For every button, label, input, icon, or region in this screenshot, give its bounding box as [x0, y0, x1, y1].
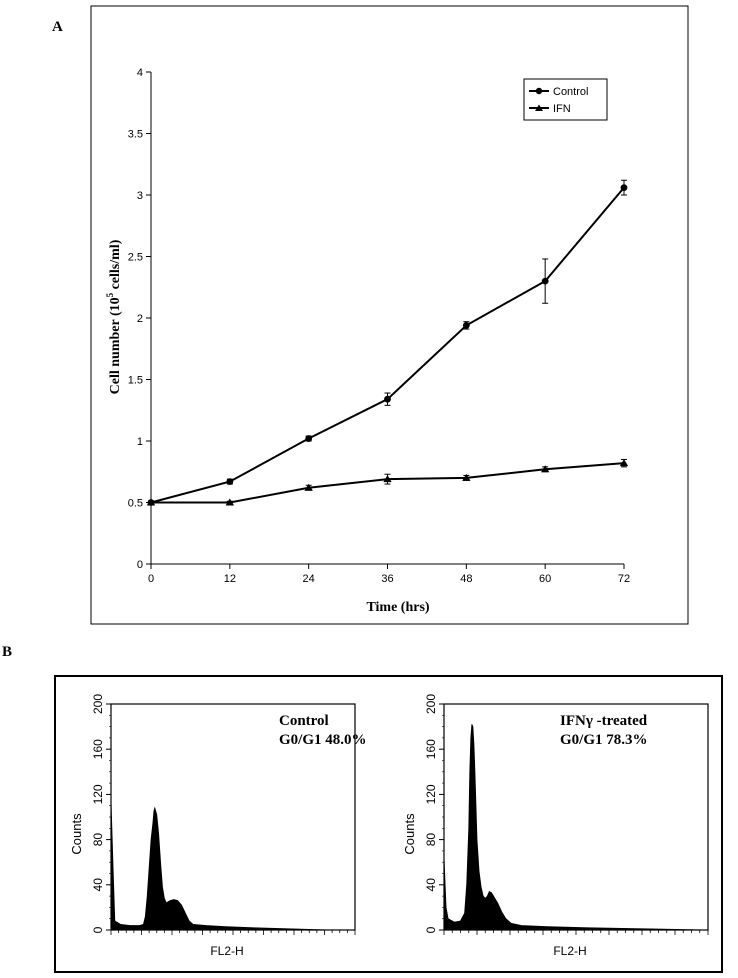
- control-data-point: [462, 321, 470, 329]
- panel-b-label: B: [2, 644, 12, 660]
- y-tick-label: 0: [137, 559, 143, 571]
- y-tick-label: 80: [91, 833, 105, 847]
- x-axis-title: Time (hrs): [366, 600, 429, 615]
- histogram-area: [443, 724, 709, 931]
- ifn-data-point: [540, 465, 550, 473]
- legend-control-label: Control: [553, 86, 588, 98]
- control-annotation-title: Control: [279, 713, 329, 729]
- y-tick-label: 3: [137, 190, 143, 202]
- control-data-point: [226, 478, 234, 485]
- legend-ifn-marker: [535, 104, 543, 111]
- y-tick-label: 80: [424, 833, 438, 847]
- y-tick-label: 120: [424, 784, 438, 804]
- control-data-point: [384, 395, 391, 403]
- control-data-point: [620, 184, 628, 192]
- y-tick-label: 40: [91, 878, 105, 892]
- control-series-line: [150, 186, 625, 504]
- panel-b-frame: [54, 675, 723, 973]
- y-tick-label: 40: [424, 878, 438, 892]
- y-tick-label: 160: [424, 739, 438, 759]
- y-tick-label: 1: [137, 436, 143, 448]
- y-axis-title-main: Cell number (10: [108, 297, 123, 394]
- y-tick-label: 2.5: [128, 252, 143, 264]
- x-tick-label: 48: [460, 573, 472, 585]
- control-annotation-percent: G0/G1 48.0%: [279, 732, 367, 748]
- panel-a-label: A: [52, 19, 63, 35]
- legend-control-marker: [535, 87, 543, 95]
- y-tick-label: 4: [137, 67, 143, 79]
- ifn-data-point: [619, 459, 629, 467]
- histogram-y-label: Counts: [402, 813, 417, 855]
- y-tick-label: 0: [91, 926, 105, 933]
- ifn-data-point: [304, 483, 313, 491]
- ifn-data-point: [462, 473, 471, 481]
- histogram-x-label: FL2-H: [553, 944, 586, 958]
- x-tick-label: 0: [148, 573, 154, 585]
- x-tick-label: 24: [303, 573, 315, 585]
- ifn-treated-histogram: 0 40 80 120 160 200 Counts FL2-H: [402, 694, 709, 958]
- ifn-data-point: [225, 498, 235, 506]
- y-tick-label: 200: [91, 694, 105, 714]
- legend-ifn-label: IFN: [553, 103, 571, 115]
- panel-a-frame: [90, 5, 689, 625]
- ifn-data-point: [383, 475, 392, 483]
- ifn-data-point: [146, 498, 156, 506]
- cell-growth-line-chart: 0 0.5 1 1.5 2 2.5 3 3.5 4 0 12 24 36 48 60 72: [128, 67, 630, 585]
- ifn-annotation-percent: G0/G1 78.3%: [560, 732, 648, 748]
- x-tick-label: 72: [618, 573, 630, 585]
- y-axis-title-sup: 5: [105, 292, 115, 297]
- y-tick-label: 200: [424, 694, 438, 714]
- y-tick-label: 120: [91, 784, 105, 804]
- y-tick-label: 3.5: [128, 129, 143, 141]
- histogram-y-label: Counts: [69, 813, 84, 855]
- y-axis-title-tail: cells/ml): [108, 239, 123, 293]
- control-histogram: 0 40 80 120 160 200 Counts FL2-H: [69, 694, 356, 958]
- y-tick-label: 1.5: [128, 375, 143, 387]
- y-axis-title: Cell number (105 cells/ml): [105, 239, 123, 394]
- chart-legend: Control IFN: [523, 78, 608, 121]
- legend-box: [523, 78, 608, 121]
- x-tick-label: 36: [381, 573, 393, 585]
- y-tick-label: 0: [424, 926, 438, 933]
- y-tick-label: 2: [137, 313, 143, 325]
- histogram-x-label: FL2-H: [210, 944, 243, 958]
- control-data-point: [541, 277, 549, 285]
- x-tick-label: 12: [224, 573, 236, 585]
- ifn-annotation-title: IFNγ -treated: [560, 713, 648, 729]
- y-tick-label: 0.5: [128, 498, 143, 510]
- control-data-point: [305, 435, 313, 442]
- histogram-area: [110, 800, 355, 931]
- x-tick-label: 60: [539, 573, 551, 585]
- y-tick-label: 160: [91, 739, 105, 759]
